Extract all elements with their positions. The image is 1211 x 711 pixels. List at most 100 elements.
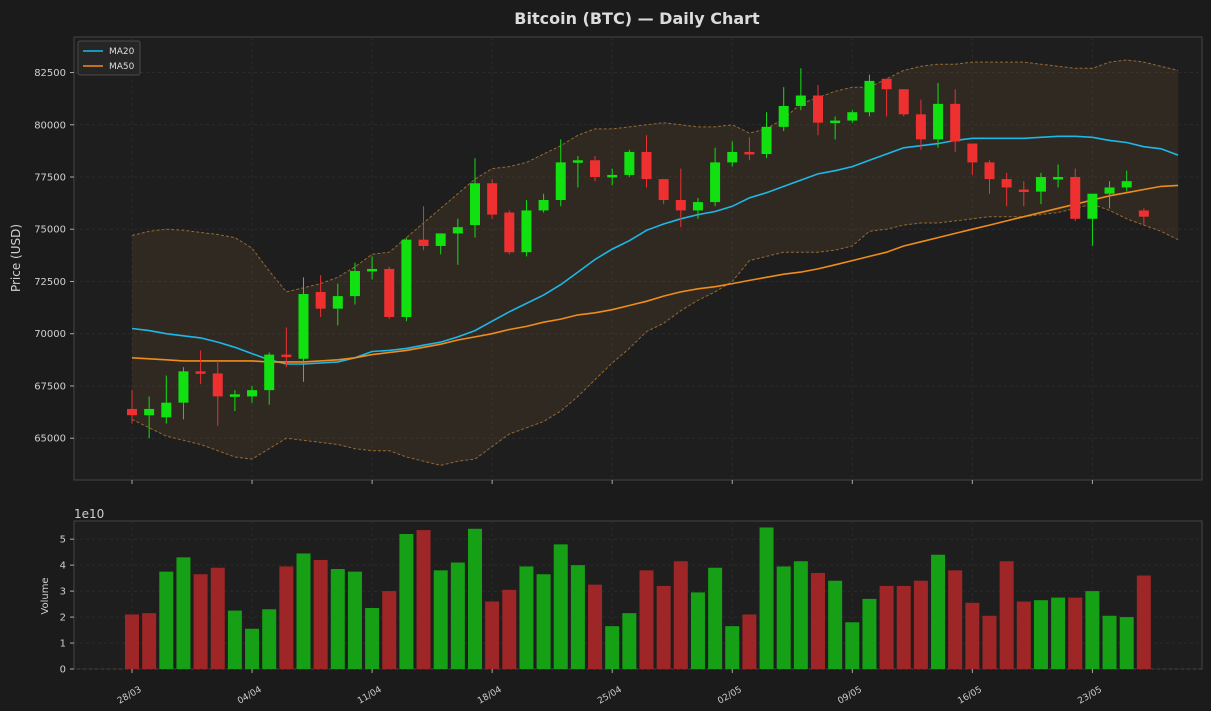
volume-bar: [262, 609, 277, 669]
volume-bar: [656, 585, 671, 669]
volume-bar: [948, 570, 963, 669]
candle-body: [830, 120, 841, 124]
volume-bar: [982, 615, 997, 669]
volume-bar: [125, 614, 139, 669]
legend-ma20-label: MA20: [109, 47, 135, 57]
candle-body: [658, 179, 669, 200]
candle-body: [1104, 187, 1115, 194]
candle-body: [572, 160, 583, 163]
volume-bar: [1119, 617, 1134, 669]
volume-bar: [931, 554, 946, 669]
volume-bar: [999, 561, 1014, 669]
price-y-tick-label: 80000: [34, 120, 66, 131]
candle-body: [1035, 177, 1046, 192]
candle-body: [487, 183, 498, 215]
price-y-axis-label: Price (USD): [9, 224, 23, 292]
candle-body: [195, 371, 206, 374]
candle-body: [470, 183, 480, 226]
candle-body: [967, 143, 978, 163]
candle-body: [607, 174, 618, 178]
volume-bar: [1033, 600, 1048, 669]
volume-y-tick-label: 0: [60, 665, 66, 676]
volume-bar: [708, 567, 723, 669]
volume-bar: [570, 565, 585, 669]
candle-body: [675, 199, 686, 211]
price-y-ticks: 65000 67500 70000 72500 75000 77500 80000 82500: [34, 68, 74, 445]
bollinger-fill: [132, 60, 1179, 466]
volume-bar: [553, 544, 568, 669]
candle-body: [624, 151, 635, 175]
candle-body: [435, 233, 446, 246]
legend: MA20 MA50: [77, 40, 141, 76]
volume-bar: [382, 591, 397, 669]
volume-bar: [159, 571, 174, 669]
volume-bar: [1085, 591, 1100, 669]
candle-body: [641, 151, 652, 180]
volume-y-tick-label: 4: [60, 561, 66, 572]
bollinger-band: [131, 59, 1179, 466]
candle-body: [692, 202, 703, 211]
candle-body: [590, 160, 601, 178]
candle-body: [452, 227, 463, 234]
candle-body: [813, 95, 823, 123]
bollinger-lower-line: [131, 203, 1179, 466]
price-grid: [74, 37, 1202, 480]
candle-body: [521, 210, 532, 253]
volume-bar: [433, 570, 448, 669]
volume-bar: [502, 589, 517, 669]
volume-bar: [519, 566, 534, 669]
candle-body: [264, 354, 275, 391]
volume-bar: [742, 614, 757, 669]
volume-y-tick-label: 1: [60, 639, 66, 650]
price-plot-area: [73, 36, 1203, 481]
price-y-tick-label: 67500: [34, 381, 66, 392]
volume-y-tick-label: 2: [60, 613, 66, 624]
volume-y-axis-label: Volume: [40, 577, 51, 614]
volume-bar: [245, 628, 260, 669]
volume-plot-area: [73, 520, 1203, 670]
volume-bar: [673, 561, 688, 669]
volume-bar: [759, 527, 774, 669]
volume-bar: [485, 601, 500, 669]
volume-bar: [879, 585, 894, 669]
candle-body: [1121, 181, 1132, 188]
volume-bar: [1051, 597, 1066, 669]
volume-bar: [845, 622, 860, 669]
volume-bar: [862, 598, 877, 669]
candle-body: [847, 112, 858, 121]
price-y-tick-label: 75000: [34, 225, 66, 236]
candle-body: [710, 162, 721, 203]
candle-body: [915, 114, 926, 140]
volume-bar: [1016, 601, 1031, 669]
candlesticks: [127, 68, 1149, 439]
volume-bar: [965, 602, 980, 669]
candle-body: [144, 408, 155, 416]
price-y-tick-label: 82500: [34, 68, 66, 79]
volume-bar: [828, 580, 843, 669]
volume-bar: [210, 567, 225, 669]
volume-bar: [622, 613, 637, 669]
candle-body: [898, 89, 909, 115]
volume-scale-label: 1e10: [74, 507, 104, 521]
volume-bar: [399, 533, 414, 669]
candle-body: [795, 95, 806, 106]
volume-bar: [1068, 597, 1083, 669]
volume-bars: [125, 527, 1151, 669]
candle-body: [212, 373, 223, 397]
volume-bar: [690, 592, 705, 669]
bollinger-upper-line: [131, 59, 1179, 293]
candle-body: [538, 199, 549, 211]
volume-bar: [1136, 575, 1151, 669]
candle-body: [1138, 210, 1149, 217]
price-x-ticks: [131, 480, 1093, 484]
candle-body: [161, 402, 172, 418]
candle-body: [504, 212, 515, 253]
volume-bar: [896, 585, 911, 669]
candle-body: [384, 268, 395, 318]
candle-body: [727, 151, 738, 163]
volume-bar: [588, 584, 603, 669]
candle-body: [178, 371, 189, 403]
price-y-tick-label: 65000: [34, 434, 66, 445]
candle-body: [1053, 177, 1064, 180]
